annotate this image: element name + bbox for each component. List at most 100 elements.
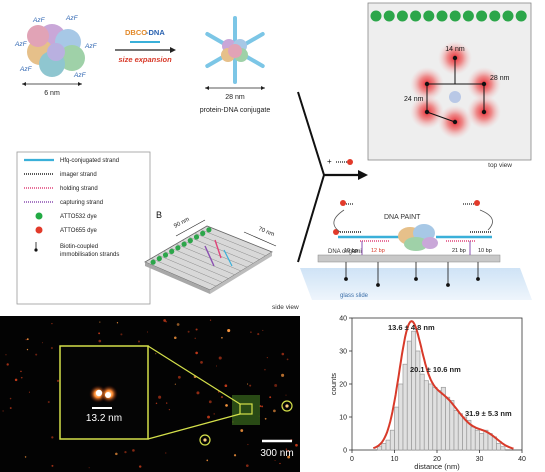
zoom-line bbox=[147, 345, 241, 405]
histogram-bar bbox=[474, 429, 480, 451]
red-dye-icon bbox=[340, 200, 346, 206]
x-tick-label: 10 bbox=[391, 456, 399, 463]
green-dye-dot bbox=[396, 10, 408, 22]
azf-label: AzF bbox=[84, 43, 98, 50]
six-nm-label: 6 nm bbox=[44, 90, 60, 97]
histogram-bar bbox=[445, 396, 451, 451]
dimension-arrow bbox=[243, 231, 277, 247]
legend-label: Biotin-coupled bbox=[60, 244, 98, 250]
binding-arrow bbox=[333, 209, 345, 233]
inset-scale-label: 13.2 nm bbox=[86, 413, 122, 424]
green-dye-dot bbox=[150, 259, 156, 265]
histogram-bar bbox=[470, 426, 476, 451]
green-dye-dot bbox=[476, 10, 488, 22]
histogram: 0 10 20 30 40 0 10 20 30 40 distance (nm) counts 13.… bbox=[329, 316, 526, 472]
legend-swatch bbox=[35, 226, 43, 234]
protein-dna-conjugate bbox=[205, 16, 265, 84]
green-dye-dot bbox=[462, 10, 474, 22]
green-dye-dot bbox=[423, 10, 435, 22]
histogram-bar bbox=[394, 406, 400, 451]
legend-label: capturing strand bbox=[60, 200, 103, 206]
microscopy-image bbox=[0, 316, 300, 472]
dna-origami-bar bbox=[317, 254, 501, 263]
y-tick-label: 10 bbox=[339, 415, 347, 422]
legend-label: Hfq-conjugated strand bbox=[60, 158, 119, 164]
flow-lines bbox=[297, 91, 326, 263]
roi-box bbox=[239, 403, 253, 415]
size-expansion-label: size expansion bbox=[118, 55, 172, 64]
y-tick-label: 0 bbox=[343, 448, 347, 455]
x-axis-label: distance (nm) bbox=[414, 462, 460, 471]
green-dye-dot bbox=[181, 241, 187, 247]
red-dye-icon bbox=[347, 159, 353, 165]
green-dye-dot bbox=[169, 248, 175, 254]
histogram-bar bbox=[496, 443, 502, 451]
glass-slide bbox=[300, 268, 532, 300]
green-dye-dot bbox=[156, 256, 162, 262]
histogram-bar bbox=[381, 443, 387, 451]
arrow-head-icon bbox=[261, 86, 265, 90]
x-tick-label: 40 bbox=[518, 456, 526, 463]
x-tick-label: 0 bbox=[350, 456, 354, 463]
scale-bar-label: 300 nm bbox=[260, 448, 293, 459]
azf-label: AzF bbox=[65, 15, 79, 22]
histogram-bar bbox=[457, 413, 463, 451]
conjugate-label: protein-DNA conjugate bbox=[200, 107, 271, 114]
legend-label: holding strand bbox=[60, 186, 98, 192]
green-dye-dot bbox=[489, 10, 501, 22]
peak-label: 20.1 ± 10.6 nm bbox=[410, 365, 461, 374]
bp12-label: 12 bp bbox=[371, 248, 385, 254]
green-dye-dot bbox=[193, 234, 200, 240]
dna-label: -DNA bbox=[146, 28, 165, 37]
histogram-bar bbox=[449, 400, 455, 451]
legend-label: ATTO655 dye bbox=[60, 228, 97, 234]
arrow-head-icon bbox=[22, 82, 26, 86]
green-dye-dot bbox=[187, 238, 193, 244]
distance-28-label: 28 nm bbox=[490, 75, 510, 82]
green-roi bbox=[232, 395, 260, 425]
green-dye-dot bbox=[515, 10, 527, 22]
y-axis-label: counts bbox=[329, 373, 338, 395]
legend-swatch bbox=[35, 212, 43, 220]
dna-origami-tile bbox=[144, 225, 273, 294]
legend-label: imager strand bbox=[60, 172, 97, 178]
azf-label: AzF bbox=[73, 72, 87, 79]
spot bbox=[203, 438, 207, 442]
dimension-arrow bbox=[175, 219, 206, 237]
histogram-bar bbox=[398, 383, 404, 451]
histogram-bar bbox=[377, 446, 383, 451]
histogram-bar bbox=[432, 386, 438, 451]
panel-b-label: B bbox=[156, 210, 162, 220]
histogram-bar bbox=[419, 373, 425, 451]
legend: Hfq-conjugated strand imager strand holdin… bbox=[24, 158, 119, 258]
histogram-bar bbox=[406, 340, 412, 451]
distance-lines bbox=[426, 58, 485, 123]
legend-swatch bbox=[34, 248, 38, 252]
seventy-nm-label: 70 nm bbox=[257, 226, 275, 238]
circled-spot bbox=[281, 400, 293, 412]
center-protein-icon bbox=[449, 91, 461, 103]
peak-label: 13.6 ± 4.8 nm bbox=[388, 323, 435, 332]
zoom-spots bbox=[89, 385, 118, 403]
dna-paint-label: DNA PAINT bbox=[384, 214, 421, 221]
fit-curve bbox=[373, 320, 514, 450]
x-tick-label: 20 bbox=[433, 456, 441, 463]
red-dye-icon bbox=[333, 229, 339, 235]
azf-label: AzF bbox=[14, 41, 28, 48]
green-dye-dot bbox=[370, 10, 382, 22]
arrow-head-icon bbox=[358, 170, 368, 180]
distance-14-label: 14 nm bbox=[445, 46, 465, 53]
green-dye-row bbox=[370, 10, 527, 22]
arrow-head-icon bbox=[205, 86, 209, 90]
side-view-label: side view bbox=[272, 304, 299, 311]
spot bbox=[285, 404, 289, 408]
bp10a-label: 10 bp bbox=[344, 248, 358, 254]
peak-label: 31.9 ± 5.3 nm bbox=[465, 409, 512, 418]
green-dye-dot bbox=[206, 227, 212, 233]
x-tick-label: 30 bbox=[476, 456, 484, 463]
protein-side-view bbox=[398, 224, 438, 251]
histogram-bar bbox=[402, 363, 408, 451]
zoom-line bbox=[147, 413, 241, 440]
glass-slide-label: glass slide bbox=[340, 293, 369, 299]
